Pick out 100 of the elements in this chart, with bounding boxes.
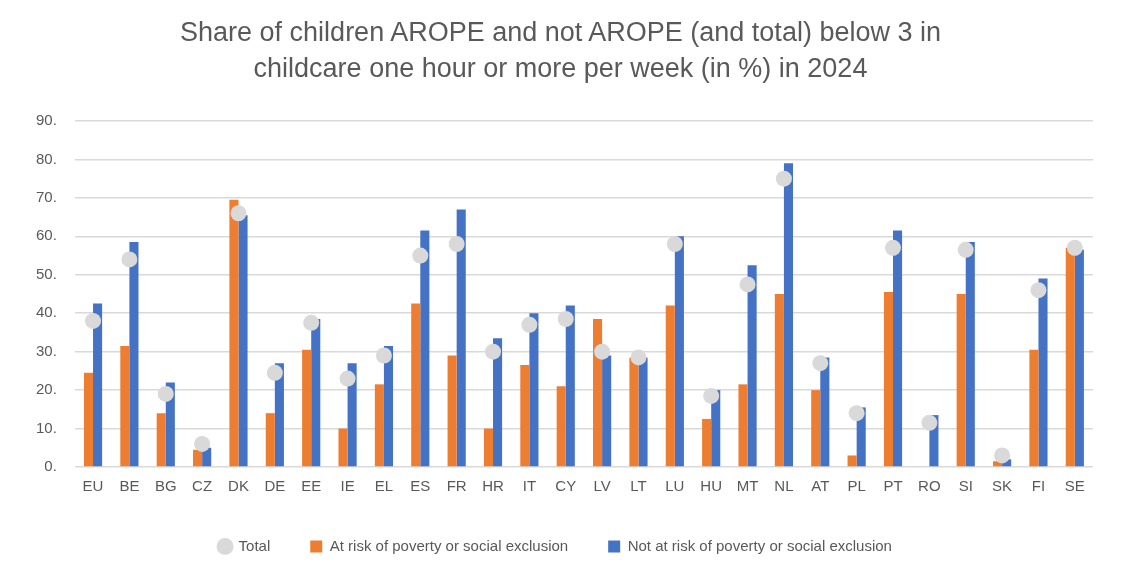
point — [194, 435, 211, 452]
bar — [311, 318, 321, 467]
x-tick-label: DK — [228, 477, 249, 495]
bar — [1029, 349, 1039, 467]
y-tick-label: 50. — [35, 264, 57, 282]
point — [448, 236, 465, 253]
bar — [893, 230, 903, 467]
legend-label: At risk of poverty or social exclusion — [329, 536, 569, 554]
bar — [529, 313, 539, 467]
bar — [411, 303, 421, 467]
bar — [420, 230, 430, 467]
bar — [674, 236, 684, 467]
point — [557, 310, 574, 327]
bar — [565, 305, 575, 467]
y-tick-label: 10. — [35, 418, 57, 436]
bar — [483, 428, 494, 467]
bar — [120, 345, 130, 467]
bar — [338, 428, 348, 467]
bar — [302, 349, 312, 467]
bar — [774, 294, 784, 467]
bar — [447, 355, 457, 467]
bar — [738, 384, 748, 467]
x-tick-label: EL — [374, 477, 394, 495]
bar — [1038, 278, 1048, 467]
point — [594, 343, 611, 360]
x-tick-label: ES — [410, 477, 431, 495]
x-tick-label: SI — [958, 477, 973, 495]
x-tick-label: FR — [446, 477, 467, 495]
y-tick-label: 80. — [35, 149, 57, 167]
bar — [383, 345, 394, 467]
legend-label: Total — [238, 536, 271, 554]
x-tick-label: EE — [301, 477, 322, 495]
bar — [665, 305, 675, 467]
bar — [238, 215, 248, 467]
y-tick-label: 40. — [35, 303, 57, 321]
bar — [847, 455, 857, 467]
x-tick-label: NL — [774, 477, 794, 495]
point — [157, 385, 174, 402]
x-tick-label: FI — [1031, 477, 1046, 495]
bar — [374, 384, 384, 467]
bar — [193, 449, 203, 467]
x-tick-label: CZ — [192, 477, 213, 495]
x-tick-label: RO — [918, 477, 941, 495]
bar — [93, 303, 103, 467]
x-tick-label: PL — [847, 477, 866, 495]
bar — [493, 338, 503, 467]
bar — [129, 242, 139, 467]
point — [739, 276, 756, 293]
bar — [156, 413, 166, 467]
point — [230, 205, 247, 222]
bar — [629, 357, 639, 467]
x-tick-label: IT — [522, 477, 537, 495]
point — [85, 312, 102, 329]
x-tick-label: IE — [340, 477, 355, 495]
bar — [1065, 247, 1075, 467]
bar — [229, 199, 239, 467]
bar — [602, 355, 612, 467]
bar — [556, 386, 566, 467]
point — [885, 239, 902, 256]
chart-title: Share of children AROPE and not AROPE (and total) below 3 in childcare one hour or more per week (in %) in 2024 — [179, 16, 942, 85]
point — [375, 347, 392, 364]
point — [775, 170, 792, 187]
point — [848, 405, 865, 422]
point — [703, 387, 720, 404]
point — [666, 236, 683, 253]
bar — [83, 372, 94, 467]
bar — [520, 365, 530, 467]
y-tick-label: 0. — [44, 457, 57, 475]
x-tick-label: MT — [736, 477, 759, 495]
x-tick-label: LV — [593, 477, 611, 495]
point — [521, 316, 538, 333]
point — [412, 247, 429, 264]
y-tick-label: 30. — [35, 341, 57, 359]
x-tick-label: SK — [992, 477, 1013, 495]
x-tick-label: BG — [154, 477, 177, 495]
bar — [783, 163, 794, 467]
point — [994, 447, 1011, 464]
x-tick-label: CY — [555, 477, 577, 495]
bar — [747, 265, 757, 467]
bar — [638, 357, 648, 467]
x-tick-label: DE — [264, 477, 286, 495]
point — [1030, 282, 1047, 299]
legend-label: Not at risk of poverty or social exclusion — [627, 536, 892, 554]
point — [121, 251, 138, 268]
x-tick-label: LU — [665, 477, 685, 495]
x-tick-label: AT — [811, 477, 830, 495]
point — [957, 241, 974, 258]
point — [303, 314, 320, 331]
x-tick-label: PT — [883, 477, 903, 495]
bar — [956, 294, 966, 467]
point — [266, 364, 283, 381]
y-tick-label: 20. — [35, 380, 57, 398]
point — [921, 414, 938, 431]
point — [1066, 239, 1083, 256]
bar — [965, 242, 975, 467]
x-tick-label: HU — [700, 477, 723, 495]
x-tick-label: LT — [630, 477, 647, 495]
y-tick-label: 60. — [35, 226, 57, 244]
bar — [883, 292, 894, 467]
point — [630, 349, 647, 366]
